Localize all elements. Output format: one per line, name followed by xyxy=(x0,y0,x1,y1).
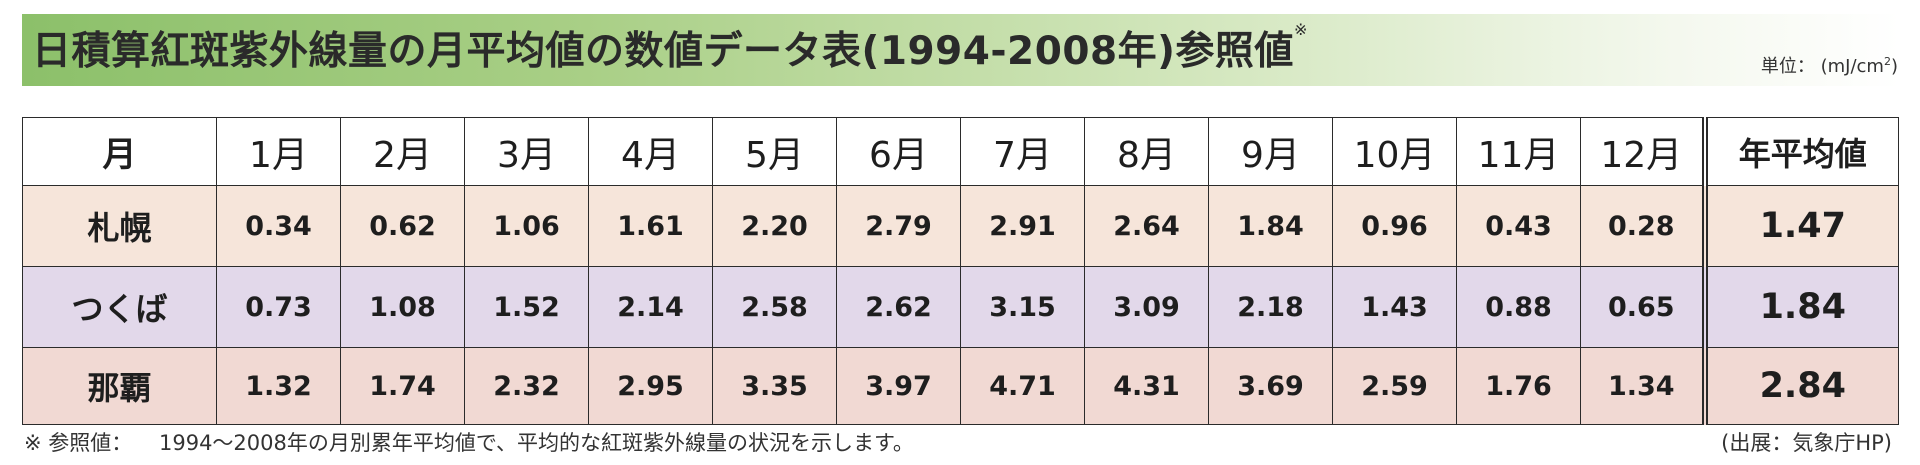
city-name: 那覇 xyxy=(22,347,217,425)
unit-prefix: 単位： xyxy=(1760,56,1815,77)
header-annual-average: 年平均値 xyxy=(1701,117,1899,186)
header-month-cell: 4月 xyxy=(588,117,713,186)
unit-label: 単位： (mJ/cm2) xyxy=(1761,52,1898,78)
value-cell: 2.91 xyxy=(960,185,1085,267)
footnote: ※ 参照値： 1994～2008年の月別累年平均値で、平均的な紅斑紫外線量の状況… xyxy=(24,427,914,457)
value-cell: 2.59 xyxy=(1332,347,1457,425)
value-cell: 1.74 xyxy=(340,347,465,425)
title-note-mark: ※ xyxy=(1293,20,1308,39)
header-month: 月 xyxy=(22,117,217,186)
value-cell: 2.95 xyxy=(588,347,713,425)
header-month-cell: 3月 xyxy=(464,117,589,186)
header-row: 月 1月 2月 3月 4月 5月 6月 7月 8月 9月 10月 11月 12月… xyxy=(22,117,1899,186)
value-cell: 0.62 xyxy=(340,185,465,267)
table-row-sapporo: 札幌 0.34 0.62 1.06 1.61 2.20 2.79 2.91 2.… xyxy=(22,185,1899,267)
value-cell: 3.69 xyxy=(1208,347,1333,425)
value-cell: 3.09 xyxy=(1084,266,1209,348)
value-cell: 1.43 xyxy=(1332,266,1457,348)
value-cell: 2.14 xyxy=(588,266,713,348)
unit-close: ) xyxy=(1890,56,1898,77)
value-cell: 3.35 xyxy=(712,347,837,425)
header-month-cell: 12月 xyxy=(1580,117,1705,186)
value-cell: 1.34 xyxy=(1580,347,1705,425)
header-month-cell: 11月 xyxy=(1456,117,1581,186)
value-cell: 0.65 xyxy=(1580,266,1705,348)
value-cell: 0.43 xyxy=(1456,185,1581,267)
header-month-cell: 1月 xyxy=(216,117,341,186)
unit-superscript: 2 xyxy=(1883,55,1891,68)
table-row-naha: 那覇 1.32 1.74 2.32 2.95 3.35 3.97 4.71 4.… xyxy=(22,347,1899,425)
value-cell: 1.76 xyxy=(1456,347,1581,425)
uv-data-table: 月 1月 2月 3月 4月 5月 6月 7月 8月 9月 10月 11月 12月… xyxy=(22,117,1899,425)
value-cell: 2.18 xyxy=(1208,266,1333,348)
value-cell: 1.61 xyxy=(588,185,713,267)
table-row-tsukuba: つくば 0.73 1.08 1.52 2.14 2.58 2.62 3.15 3… xyxy=(22,266,1899,348)
value-cell: 2.58 xyxy=(712,266,837,348)
header-month-cell: 6月 xyxy=(836,117,961,186)
value-cell: 2.32 xyxy=(464,347,589,425)
value-cell: 0.28 xyxy=(1580,185,1705,267)
value-cell: 4.31 xyxy=(1084,347,1209,425)
value-cell: 0.88 xyxy=(1456,266,1581,348)
value-cell: 2.62 xyxy=(836,266,961,348)
value-cell: 2.64 xyxy=(1084,185,1209,267)
unit-value: (mJ/cm xyxy=(1820,56,1884,77)
annual-average-cell: 1.47 xyxy=(1701,185,1899,267)
value-cell: 0.73 xyxy=(216,266,341,348)
value-cell: 3.15 xyxy=(960,266,1085,348)
source-credit: (出展：気象庁HP) xyxy=(1721,431,1892,455)
header-month-cell: 7月 xyxy=(960,117,1085,186)
value-cell: 1.32 xyxy=(216,347,341,425)
header-month-cell: 10月 xyxy=(1332,117,1457,186)
page-title: 日積算紅斑紫外線量の月平均値の数値データ表(1994-2008年)参照値※ xyxy=(32,20,1308,76)
header-month-cell: 9月 xyxy=(1208,117,1333,186)
title-banner xyxy=(22,14,1900,86)
city-name: 札幌 xyxy=(22,185,217,267)
value-cell: 1.52 xyxy=(464,266,589,348)
footnote-text: 1994～2008年の月別累年平均値で、平均的な紅斑紫外線量の状況を示します。 xyxy=(158,431,914,455)
value-cell: 2.20 xyxy=(712,185,837,267)
value-cell: 0.34 xyxy=(216,185,341,267)
footnote-mark: ※ 参照値： xyxy=(24,431,133,455)
value-cell: 1.06 xyxy=(464,185,589,267)
value-cell: 1.08 xyxy=(340,266,465,348)
city-name: つくば xyxy=(22,266,217,348)
header-month-cell: 5月 xyxy=(712,117,837,186)
value-cell: 3.97 xyxy=(836,347,961,425)
annual-average-cell: 2.84 xyxy=(1701,347,1899,425)
title-text: 日積算紅斑紫外線量の月平均値の数値データ表(1994-2008年)参照値 xyxy=(32,29,1294,74)
value-cell: 2.79 xyxy=(836,185,961,267)
header-month-cell: 8月 xyxy=(1084,117,1209,186)
header-month-cell: 2月 xyxy=(340,117,465,186)
annual-average-cell: 1.84 xyxy=(1701,266,1899,348)
value-cell: 0.96 xyxy=(1332,185,1457,267)
value-cell: 1.84 xyxy=(1208,185,1333,267)
value-cell: 4.71 xyxy=(960,347,1085,425)
